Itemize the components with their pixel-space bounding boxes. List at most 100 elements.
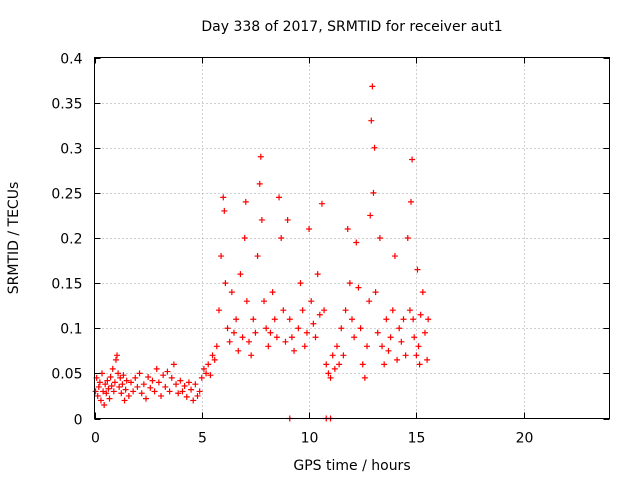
data-point	[353, 239, 360, 246]
data-point	[123, 377, 130, 384]
data-point	[318, 200, 325, 207]
data-point	[338, 325, 345, 332]
data-point	[220, 194, 227, 201]
data-point	[125, 392, 132, 399]
data-point	[385, 347, 392, 354]
data-point	[114, 352, 121, 359]
data-point	[308, 298, 315, 305]
data-point	[261, 298, 268, 305]
data-point	[398, 338, 405, 345]
data-point	[106, 395, 113, 402]
data-point	[310, 320, 317, 327]
data-point	[100, 388, 107, 395]
x-tick-label: 20	[516, 431, 534, 447]
data-point	[120, 372, 127, 379]
data-point	[389, 307, 396, 314]
y-tick-label: 0	[74, 413, 83, 429]
data-point	[342, 307, 349, 314]
data-point	[394, 356, 401, 363]
data-point	[379, 343, 386, 350]
data-point	[242, 198, 249, 205]
data-point	[299, 307, 306, 314]
data-point	[145, 373, 152, 380]
data-point	[282, 338, 289, 345]
data-point	[288, 334, 295, 341]
data-point	[108, 383, 115, 390]
data-point	[134, 383, 141, 390]
data-point	[117, 374, 124, 381]
data-point	[406, 307, 413, 314]
data-point	[95, 383, 102, 390]
x-tick-label: 15	[408, 431, 426, 447]
data-point	[222, 280, 229, 287]
data-point	[136, 370, 143, 377]
data-point	[381, 361, 388, 368]
data-point	[160, 372, 167, 379]
data-point	[391, 253, 398, 260]
data-point	[149, 377, 156, 384]
data-point	[102, 381, 109, 388]
data-point	[417, 311, 424, 318]
axis-ticks: 0 0.05 0.1 0.15 0.2 0.25 0.3 0.35 0.4 0 5 10 15 20	[51, 52, 610, 447]
data-point	[155, 379, 162, 386]
data-point	[101, 401, 108, 408]
data-point	[127, 379, 134, 386]
data-point	[132, 374, 139, 381]
data-point	[265, 343, 272, 350]
data-point	[400, 316, 407, 323]
data-point	[196, 388, 203, 395]
data-point	[312, 334, 319, 341]
data-point	[364, 343, 371, 350]
data-point	[369, 83, 376, 90]
data-point	[205, 361, 212, 368]
x-tick-label: 10	[301, 431, 319, 447]
data-point	[230, 329, 237, 336]
data-point	[239, 334, 246, 341]
data-point	[306, 225, 313, 232]
y-tick-label: 0.15	[51, 277, 82, 293]
y-tick-label: 0.3	[60, 142, 82, 158]
data-point	[303, 329, 310, 336]
data-point	[111, 379, 118, 386]
data-point	[327, 374, 334, 381]
data-point	[116, 383, 123, 390]
data-point	[368, 117, 375, 124]
data-point	[295, 325, 302, 332]
data-point	[273, 334, 280, 341]
data-point	[104, 377, 111, 384]
data-point	[263, 325, 270, 332]
data-point	[168, 374, 175, 381]
data-point	[256, 180, 263, 187]
data-point	[286, 316, 293, 323]
data-point	[121, 397, 128, 404]
chart-title: Day 338 of 2017, SRMTID for receiver aut…	[201, 19, 502, 35]
data-point	[250, 316, 257, 323]
data-point	[122, 386, 129, 393]
data-point	[329, 352, 336, 359]
data-point	[198, 374, 205, 381]
data-point	[166, 388, 173, 395]
data-point	[177, 377, 184, 384]
data-point	[143, 395, 149, 402]
data-point	[147, 384, 154, 391]
x-tick-label: 0	[91, 431, 100, 447]
data-point	[267, 329, 274, 336]
data-point	[203, 370, 210, 377]
data-point	[370, 189, 377, 196]
data-point	[411, 334, 418, 341]
data-point	[351, 334, 358, 341]
data-point	[314, 271, 321, 278]
data-point	[414, 266, 421, 273]
data-point	[218, 253, 225, 260]
data-point	[188, 386, 195, 393]
data-point	[248, 352, 255, 359]
data-point	[396, 325, 403, 332]
data-point	[409, 156, 416, 163]
data-point	[179, 388, 186, 395]
data-point	[252, 329, 259, 336]
data-point	[228, 289, 235, 296]
data-point	[107, 373, 114, 380]
data-point	[284, 216, 291, 223]
data-point	[130, 388, 137, 395]
